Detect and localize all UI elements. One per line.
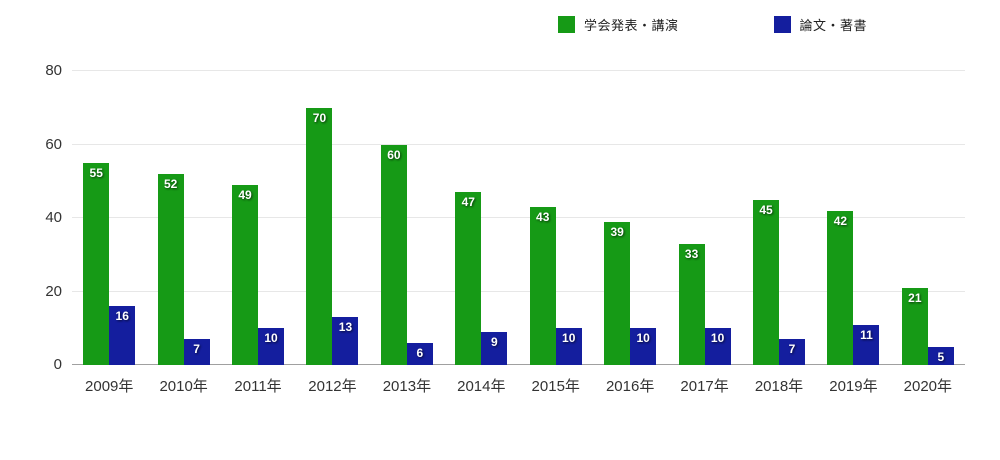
bar-value-label: 70 — [312, 110, 327, 125]
bar-group-2019年: 42 11 — [816, 71, 890, 365]
bar-green-2010年: 52 — [157, 173, 184, 365]
x-axis-label-2011年: 2011年 — [234, 378, 282, 395]
bar-green-2016年: 39 — [604, 221, 631, 365]
bar-value-label: 33 — [684, 246, 699, 261]
bar-group-2020年: 21 5 — [891, 71, 965, 365]
bar-blue-2009年: 16 — [109, 306, 136, 365]
bar-blue-2014年: 9 — [481, 331, 508, 365]
bar-value-label: 21 — [908, 290, 922, 305]
bar-group-2018年: 45 7 — [742, 71, 816, 365]
x-axis-label-2017年: 2017年 — [680, 378, 729, 395]
bar-value-label: 16 — [115, 309, 129, 324]
gridline-80 — [72, 70, 965, 71]
legend-item-presentations: 学会発表・講演 — [558, 15, 679, 34]
x-axis-label-2020年: 2020年 — [903, 378, 953, 395]
bar-green-2020年: 21 — [901, 287, 928, 365]
bar-group-2014年: 47 9 — [444, 71, 518, 365]
bar-value-label: 47 — [461, 195, 475, 210]
bar-group-2009年: 55 16 — [72, 71, 146, 365]
bar-blue-2013年: 6 — [406, 342, 433, 365]
bar-group-2010年: 52 7 — [146, 71, 220, 365]
bar-green-2019年: 42 — [827, 210, 854, 365]
gridline-60 — [72, 143, 965, 145]
y-tick-label-40: 40 — [45, 209, 62, 226]
bar-blue-2020年: 5 — [927, 346, 954, 365]
legend-label-papers: 論文・著書 — [799, 18, 868, 33]
bar-blue-2011年: 10 — [258, 328, 285, 365]
bar-green-2017年: 33 — [678, 243, 705, 365]
bar-value-label: 52 — [163, 176, 178, 191]
x-axis-label-2010年: 2010年 — [159, 378, 208, 395]
y-tick-label-0: 0 — [53, 356, 62, 373]
legend-label-presentations: 学会発表・講演 — [584, 18, 679, 33]
bar-group-2013年: 60 6 — [370, 71, 444, 365]
legend-item-papers: 論文・著書 — [773, 15, 868, 34]
legend-swatch-green — [558, 16, 575, 33]
bar-value-label: 55 — [89, 165, 103, 180]
bar-blue-2017年: 10 — [704, 328, 731, 365]
bar-blue-2016年: 10 — [630, 328, 657, 365]
bar-value-label: 11 — [860, 327, 873, 342]
bar-value-label: 10 — [636, 331, 650, 346]
bar-group-2015年: 43 10 — [519, 71, 593, 365]
bar-value-label: 7 — [193, 342, 200, 357]
bar-blue-2019年: 11 — [853, 324, 880, 365]
bar-green-2013年: 60 — [380, 144, 407, 365]
bar-green-2012年: 70 — [306, 107, 333, 365]
bar-value-label: 49 — [238, 187, 252, 202]
bar-value-label: 5 — [937, 349, 945, 364]
bar-group-2012年: 70 13 — [295, 71, 369, 365]
bar-group-2017年: 33 10 — [667, 71, 741, 365]
bar-value-label: 42 — [833, 213, 848, 228]
bar-value-label: 10 — [710, 331, 725, 346]
y-tick-label-20: 20 — [45, 282, 62, 300]
x-axis-label-2019年: 2019年 — [829, 378, 878, 395]
x-axis-label-2016年: 2016年 — [605, 378, 655, 395]
gridline-0 — [72, 364, 965, 365]
bar-value-label: 43 — [536, 209, 550, 224]
bar-green-2009年: 55 — [83, 162, 110, 365]
bar-green-2011年: 49 — [232, 184, 259, 365]
bar-green-2018年: 45 — [753, 199, 779, 365]
x-axis-label-2013年: 2013年 — [382, 378, 432, 395]
x-axis-label-2014年: 2014年 — [457, 378, 506, 395]
gridline-40 — [72, 217, 965, 218]
bar-blue-2015年: 10 — [555, 328, 582, 365]
y-tick-label-60: 60 — [45, 135, 62, 153]
bar-groups-container: 55 16 52 7 49 10 70 13 60 6 47 9 43 10 39 10 33 10 45 7 42 11… — [72, 71, 965, 365]
bar-value-label: 39 — [610, 224, 624, 239]
plot-area: 55 16 52 7 49 10 70 13 60 6 47 9 43 10 39 10 33 10 45 7 42 11… — [72, 70, 965, 365]
gridline-20 — [72, 290, 965, 292]
bar-value-label: 9 — [490, 334, 498, 349]
bar-value-label: 7 — [788, 342, 796, 357]
bar-value-label: 10 — [264, 331, 278, 346]
bar-green-2015年: 43 — [529, 206, 556, 365]
bar-green-2014年: 47 — [455, 192, 482, 365]
bar-group-2011年: 49 10 — [221, 71, 295, 365]
bar-value-label: 13 — [338, 320, 353, 335]
bar-value-label: 10 — [562, 331, 576, 346]
y-tick-label-80: 80 — [45, 62, 62, 79]
bar-value-label: 6 — [416, 345, 424, 360]
x-axis-label-2009年: 2009年 — [85, 378, 134, 395]
bar-value-label: 45 — [759, 202, 773, 217]
legend-swatch-blue — [773, 16, 791, 33]
x-axis-labels: 2009年 2010年 2011年 2012年 2013年 2014年 2015年 2016年… — [72, 375, 965, 396]
x-axis-label-2015年: 2015年 — [531, 378, 580, 395]
bar-blue-2010年: 7 — [183, 339, 210, 365]
chart-legend: 学会発表・講演 論文・著書 — [558, 15, 867, 34]
x-axis-label-2018年: 2018年 — [754, 378, 804, 395]
bar-blue-2012年: 13 — [332, 317, 359, 365]
bar-group-2016年: 39 10 — [593, 71, 667, 365]
bar-blue-2018年: 7 — [779, 339, 805, 365]
bar-value-label: 60 — [387, 147, 401, 162]
x-axis-label-2012年: 2012年 — [308, 378, 357, 395]
